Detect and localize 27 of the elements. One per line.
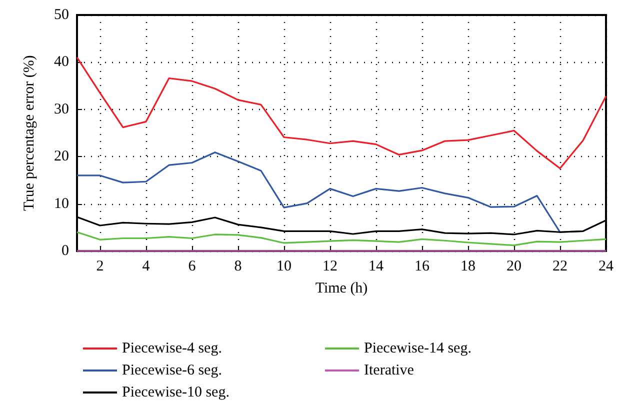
legend-label: Piecewise-14 seg. xyxy=(364,340,472,356)
y-tick-label: 0 xyxy=(62,243,69,259)
legend-label: Piecewise-10 seg. xyxy=(122,384,230,400)
y-tick-label: 40 xyxy=(54,54,69,70)
legend-label: Piecewise-6 seg. xyxy=(122,362,222,378)
x-tick-label: 22 xyxy=(552,258,568,274)
x-tick-label: 4 xyxy=(142,258,150,274)
y-tick-label: 10 xyxy=(54,196,69,212)
legend-label: Iterative xyxy=(364,362,414,378)
x-axis-title: Time (h) xyxy=(315,280,368,296)
x-tick-label: 8 xyxy=(234,258,242,274)
x-tick-label: 6 xyxy=(188,258,196,274)
y-axis-title: True percentage error (%) xyxy=(22,55,38,211)
x-tick-label: 14 xyxy=(368,258,384,274)
line-series xyxy=(76,56,607,170)
y-tick-label: 50 xyxy=(54,7,69,23)
x-tick-label: 20 xyxy=(506,258,522,274)
y-tick-label: 30 xyxy=(54,101,69,118)
line-series xyxy=(76,231,607,246)
x-tick-label: 10 xyxy=(276,258,292,274)
legend-label: Piecewise-4 seg. xyxy=(122,340,222,356)
x-tick-label: 18 xyxy=(460,258,476,274)
x-tick-label: 24 xyxy=(598,258,614,274)
x-tick-label: 16 xyxy=(414,258,430,274)
x-tick-label: 2 xyxy=(96,258,104,274)
y-tick-label: 20 xyxy=(54,148,69,165)
x-tick-label: 12 xyxy=(322,258,338,274)
